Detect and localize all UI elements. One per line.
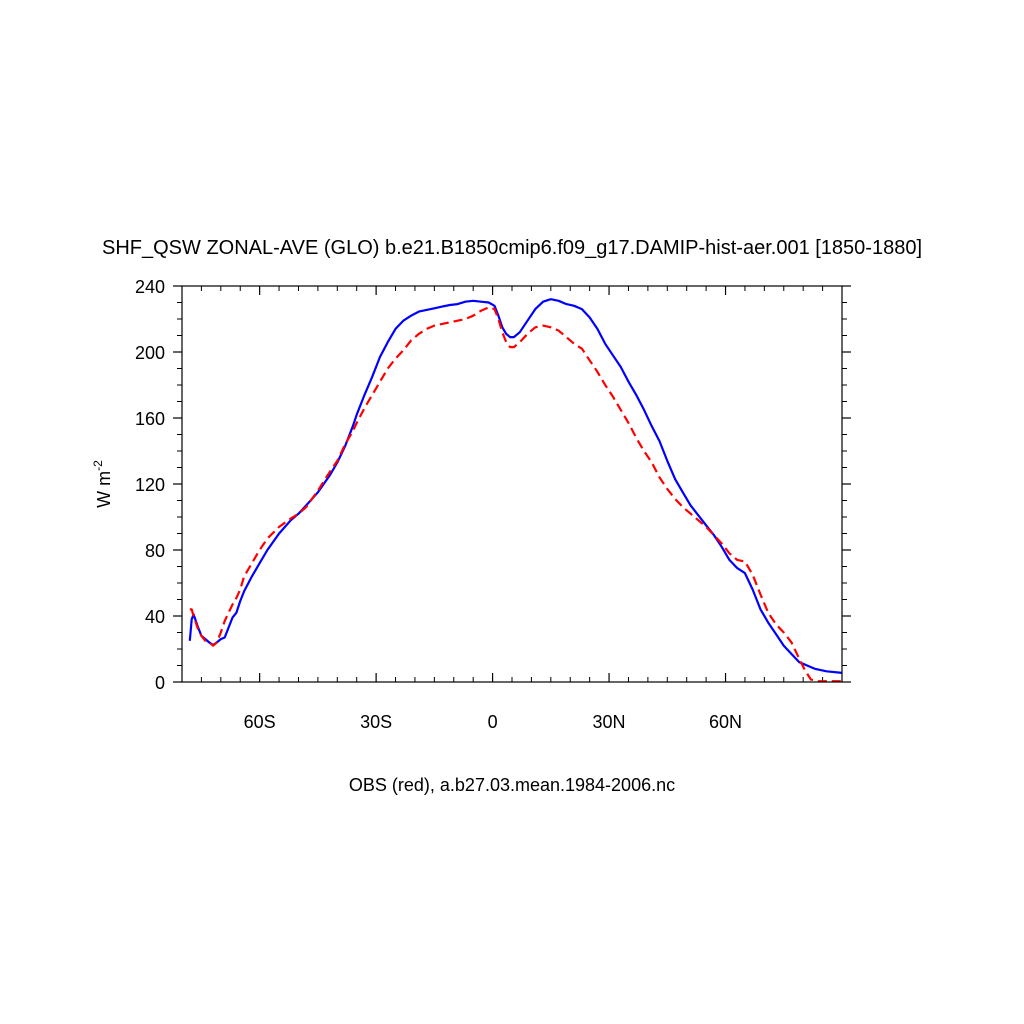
y-tick-label: 240 (135, 277, 165, 297)
x-tick-label: 60N (709, 712, 742, 732)
x-tick-label: 60S (244, 712, 276, 732)
y-tick-label: 160 (135, 409, 165, 429)
observation-series-line (189, 306, 842, 683)
y-tick-label: 120 (135, 475, 165, 495)
series-lines (188, 298, 843, 683)
x-axis-label: OBS (red), a.b27.03.mean.1984-2006.nc (349, 775, 675, 795)
model-series-line (188, 298, 843, 674)
y-tick-label: 80 (145, 541, 165, 561)
axis-ticks (173, 285, 851, 683)
y-axis-label-text: W m (94, 471, 114, 508)
chart-title: SHF_QSW ZONAL-AVE (GLO) b.e21.B1850cmip6… (102, 237, 922, 259)
y-axis-label: W m-2 (91, 460, 114, 508)
y-tick-label: 200 (135, 343, 165, 363)
x-tick-label: 0 (488, 712, 498, 732)
x-tick-label: 30S (360, 712, 392, 732)
tick-labels: 60S 30S 0 30N 60N 0 40 80 120 160 200 240 (135, 277, 742, 732)
y-axis-label-exponent: -2 (91, 460, 105, 471)
y-tick-label: 0 (155, 673, 165, 693)
plot-frame (181, 285, 843, 683)
x-tick-label: 30N (593, 712, 626, 732)
y-tick-label: 40 (145, 607, 165, 627)
